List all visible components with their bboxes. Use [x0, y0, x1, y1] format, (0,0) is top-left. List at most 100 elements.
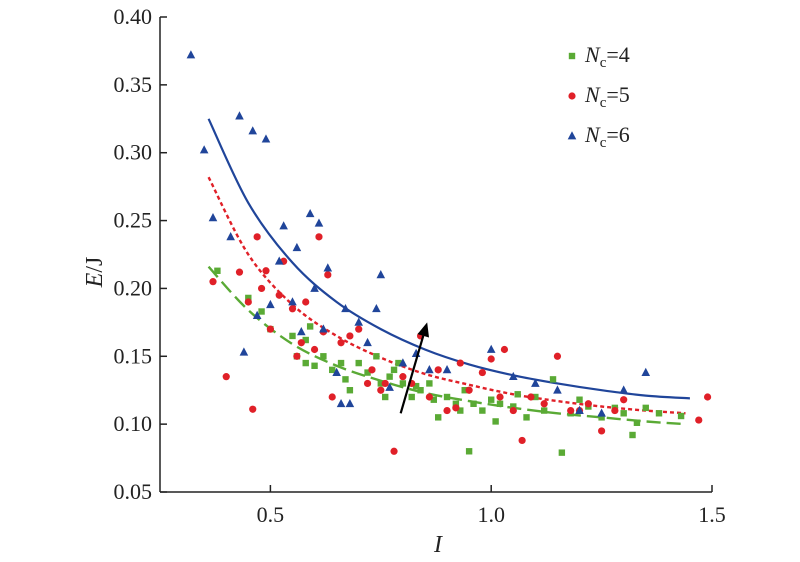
data-point-nc6 [332, 367, 341, 376]
data-point-nc4 [417, 387, 424, 394]
data-point-nc4 [443, 393, 451, 401]
data-point-nc6 [186, 50, 196, 59]
data-point-nc6 [345, 398, 355, 408]
data-point-nc5 [368, 366, 376, 374]
data-point-nc5 [452, 404, 460, 412]
data-point-nc4 [289, 332, 296, 340]
data-point-nc5 [540, 400, 548, 408]
data-point-nc4 [558, 449, 566, 456]
trend-arrow-head [417, 322, 430, 338]
data-point-nc4 [677, 412, 685, 420]
data-point-nc4 [395, 359, 402, 367]
data-point-nc4 [532, 393, 539, 401]
data-point-nc5 [478, 368, 486, 377]
data-point-nc6 [274, 256, 284, 265]
data-point-nc6 [248, 126, 258, 135]
data-point-nc5 [500, 345, 509, 354]
data-point-nc6 [425, 365, 434, 374]
data-point-nc4 [342, 376, 349, 383]
data-point-nc5 [222, 373, 230, 381]
data-point-nc6 [363, 337, 372, 347]
y-axis-ticks: 0.05 0.10 0.15 0.20 0.25 0.30 0.35 0.40 [114, 4, 167, 504]
data-point-nc5 [399, 373, 407, 381]
data-point-nc4 [488, 396, 495, 403]
data-point-nc6 [619, 385, 628, 394]
y-axis-label-unit: /J [82, 257, 108, 273]
legend-entry-nc6: Nc=6 [584, 122, 630, 151]
legend-marker-nc4 [568, 52, 576, 60]
data-point-nc6 [641, 367, 651, 376]
data-point-nc6 [292, 242, 302, 252]
data-point-nc5 [598, 427, 606, 435]
data-point-nc6 [314, 218, 324, 227]
data-point-nc4 [320, 353, 327, 360]
data-point-nc5 [465, 386, 473, 394]
data-point-nc6 [288, 297, 297, 306]
data-point-nc5 [527, 393, 535, 401]
data-point-nc4 [355, 359, 362, 367]
data-point-nc6 [336, 398, 346, 408]
data-point-nc5 [434, 366, 442, 374]
data-point-nc5 [456, 359, 464, 367]
data-point-nc6 [553, 385, 562, 394]
data-point-nc4 [540, 407, 548, 414]
data-point-nc4 [629, 431, 636, 439]
fit-lines [207, 118, 690, 426]
data-point-nc6 [266, 299, 275, 309]
data-point-nc5 [275, 291, 283, 299]
data-point-nc4 [642, 404, 649, 412]
plot-area [186, 50, 712, 456]
x-axis-ticks: 0.5 1.0 1.5 [257, 485, 726, 527]
data-point-nc4 [510, 403, 517, 410]
data-point-nc5 [346, 332, 354, 340]
data-point-nc5 [518, 436, 526, 445]
fit-line-nc6 [207, 118, 690, 400]
data-point-nc4 [514, 391, 521, 398]
data-point-nc5 [363, 379, 372, 388]
data-point-nc4 [426, 380, 433, 387]
data-point-nc5 [584, 400, 592, 408]
data-point-nc4 [452, 400, 460, 407]
data-point-nc6 [297, 327, 306, 336]
legend-marker-nc6 [567, 131, 577, 140]
data-point-nc6 [398, 358, 408, 367]
data-point-nc4 [633, 419, 641, 426]
legend: Nc=4 Nc=5 Nc=6 [567, 42, 630, 151]
data-point-nc4 [245, 294, 252, 302]
data-point-nc4 [412, 382, 420, 390]
data-point-nc4 [399, 380, 407, 387]
data-point-nc4 [465, 448, 473, 455]
data-point-nc4 [549, 376, 557, 383]
data-point-nc6 [385, 382, 394, 391]
data-point-nc5 [553, 352, 562, 360]
data-point-nc4 [373, 353, 380, 360]
data-point-nc5 [257, 284, 266, 293]
data-point-nc6 [372, 303, 381, 313]
x-tick-label: 1.5 [698, 502, 726, 527]
data-markers [186, 50, 712, 456]
x-tick-label: 0.5 [257, 502, 285, 527]
data-point-nc5 [487, 355, 495, 363]
data-point-nc4 [382, 393, 389, 401]
data-point-nc4 [311, 362, 318, 369]
data-point-nc5 [703, 393, 712, 401]
data-point-nc5 [302, 298, 310, 306]
y-tick-label: 0.10 [114, 411, 153, 436]
fit-line-nc5 [207, 176, 686, 415]
data-point-nc5 [377, 386, 385, 394]
data-point-nc6 [279, 221, 288, 230]
data-point-nc6 [531, 378, 540, 387]
y-tick-label: 0.20 [114, 275, 153, 300]
data-point-nc4 [302, 359, 309, 367]
data-point-nc6 [341, 303, 350, 313]
data-point-nc6 [199, 145, 209, 154]
data-point-nc5 [209, 278, 217, 286]
data-point-nc6 [239, 347, 249, 356]
data-point-nc4 [435, 414, 442, 421]
data-point-nc5 [695, 416, 703, 424]
data-point-nc5 [293, 352, 301, 360]
data-point-nc4 [329, 366, 336, 374]
data-point-nc6 [442, 365, 452, 374]
data-point-nc6 [486, 344, 496, 353]
data-point-nc4 [390, 366, 398, 374]
